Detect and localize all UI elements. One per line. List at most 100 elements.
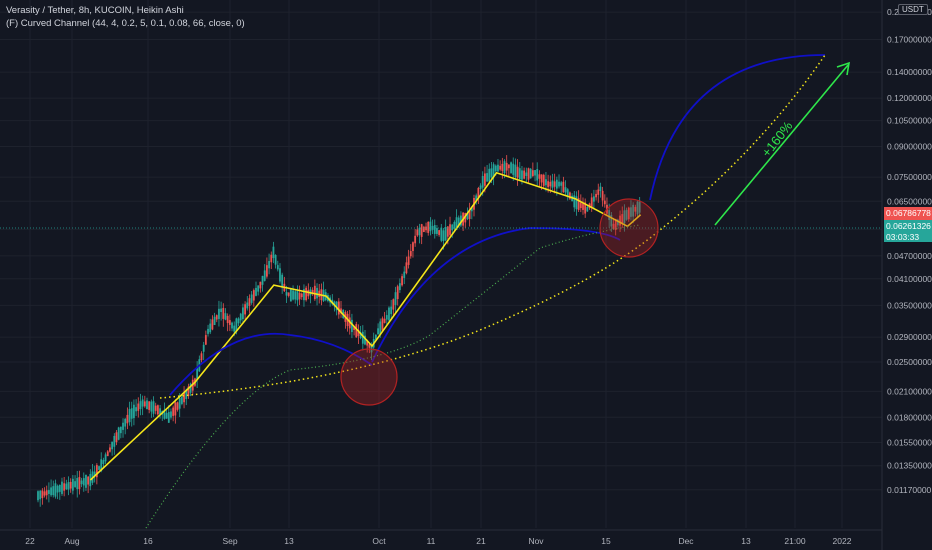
- candle-body: [361, 331, 364, 344]
- candles: [37, 155, 641, 507]
- time-tick-label: Aug: [64, 536, 79, 546]
- candle-body: [540, 174, 543, 183]
- candle-body: [558, 181, 560, 187]
- price-tick-label: 0.04100000: [887, 274, 932, 284]
- candle-body: [242, 307, 244, 320]
- yellow-dotted-channel: [159, 54, 826, 399]
- candle-body: [266, 265, 268, 277]
- green-dotted-curve: [145, 224, 641, 529]
- candle-body: [523, 170, 526, 179]
- time-tick-label: 15: [601, 536, 611, 546]
- candle-body: [564, 187, 567, 193]
- time-tick-label: 13: [741, 536, 751, 546]
- candle-body: [215, 315, 218, 320]
- candle-body: [139, 401, 142, 410]
- candle-body: [632, 204, 635, 217]
- candle-body: [555, 179, 558, 189]
- candle-body: [414, 235, 417, 244]
- candle-body: [109, 447, 111, 452]
- candle-body: [440, 227, 443, 241]
- candle-body: [187, 386, 190, 397]
- time-tick-label: 2022: [833, 536, 852, 546]
- candle-body: [220, 308, 223, 313]
- candle-body: [627, 207, 630, 220]
- candle-body: [531, 170, 534, 177]
- candle-body: [621, 214, 624, 224]
- candle-body: [455, 217, 458, 230]
- price-tick-label: 0.01800000: [887, 412, 932, 422]
- candle-body: [534, 170, 536, 176]
- candle-body: [479, 185, 482, 190]
- candle-body: [488, 168, 491, 182]
- candle-body: [287, 292, 290, 296]
- candle-body: [608, 210, 611, 220]
- candle-body: [446, 226, 449, 237]
- candle-body: [579, 202, 582, 209]
- time-axis: 22 Aug 16 Sep 13 Oct 11 21 Nov 15 Dec 13 21:00 2022: [25, 536, 851, 546]
- candle-body: [133, 404, 135, 419]
- candle-body: [442, 230, 445, 242]
- candle-body: [497, 164, 499, 172]
- candle-body: [623, 210, 626, 224]
- candle-body: [401, 276, 403, 286]
- candle-body: [398, 283, 401, 291]
- candle-body: [218, 308, 220, 319]
- candle-body: [65, 483, 68, 490]
- time-tick-label: 22: [25, 536, 35, 546]
- candle-body: [313, 285, 316, 300]
- candle-body: [425, 226, 427, 231]
- candle-body: [595, 193, 597, 198]
- candle-body: [396, 286, 399, 300]
- candle-body: [237, 318, 240, 324]
- candle-body: [150, 401, 153, 412]
- candle-body: [50, 487, 52, 496]
- candle-body: [464, 212, 467, 223]
- candle-body: [477, 188, 480, 198]
- currency-label[interactable]: USDT: [898, 4, 928, 15]
- candle-body: [494, 165, 497, 172]
- candle-body: [409, 251, 412, 257]
- candle-body: [45, 490, 48, 496]
- candle-body: [124, 418, 127, 427]
- candle-body: [276, 265, 279, 270]
- current-price-badge: 0.06261326 03:03:33: [884, 220, 932, 242]
- candle-body: [111, 441, 114, 450]
- candle-body: [499, 165, 502, 170]
- candle-body: [377, 328, 379, 335]
- candle-body: [427, 221, 430, 233]
- candle-body: [117, 427, 120, 440]
- candle-body: [80, 480, 83, 485]
- candle-body: [104, 454, 107, 462]
- candle-body: [39, 490, 42, 500]
- candle-body: [87, 476, 90, 485]
- candle-body: [560, 182, 563, 186]
- candle-body: [438, 230, 441, 235]
- candle-body: [69, 481, 72, 489]
- candle-body: [501, 163, 504, 171]
- candle-body: [279, 268, 281, 282]
- candle-body: [228, 320, 231, 325]
- price-tick-label: 0.02900000: [887, 332, 932, 342]
- candle-body: [224, 313, 227, 320]
- candle-body: [353, 326, 355, 330]
- candle-body: [285, 292, 288, 296]
- candle-body: [638, 200, 641, 213]
- candle-body: [584, 202, 587, 214]
- candle-body: [436, 228, 438, 234]
- candle-body: [167, 412, 170, 423]
- candle-body: [113, 435, 116, 447]
- candle-body: [130, 408, 133, 419]
- time-tick-label: 16: [143, 536, 153, 546]
- candle-body: [337, 301, 340, 315]
- price-tick-label: 0.06500000: [887, 196, 932, 206]
- candle-body: [359, 332, 362, 339]
- candle-body: [599, 186, 602, 192]
- candle-body: [259, 281, 262, 289]
- time-tick-label: Sep: [222, 536, 237, 546]
- candle-body: [270, 254, 273, 263]
- candle-body: [422, 226, 425, 232]
- candle-body: [536, 168, 539, 181]
- candle-body: [527, 168, 530, 180]
- candle-body: [137, 403, 140, 411]
- candle-body: [601, 190, 604, 201]
